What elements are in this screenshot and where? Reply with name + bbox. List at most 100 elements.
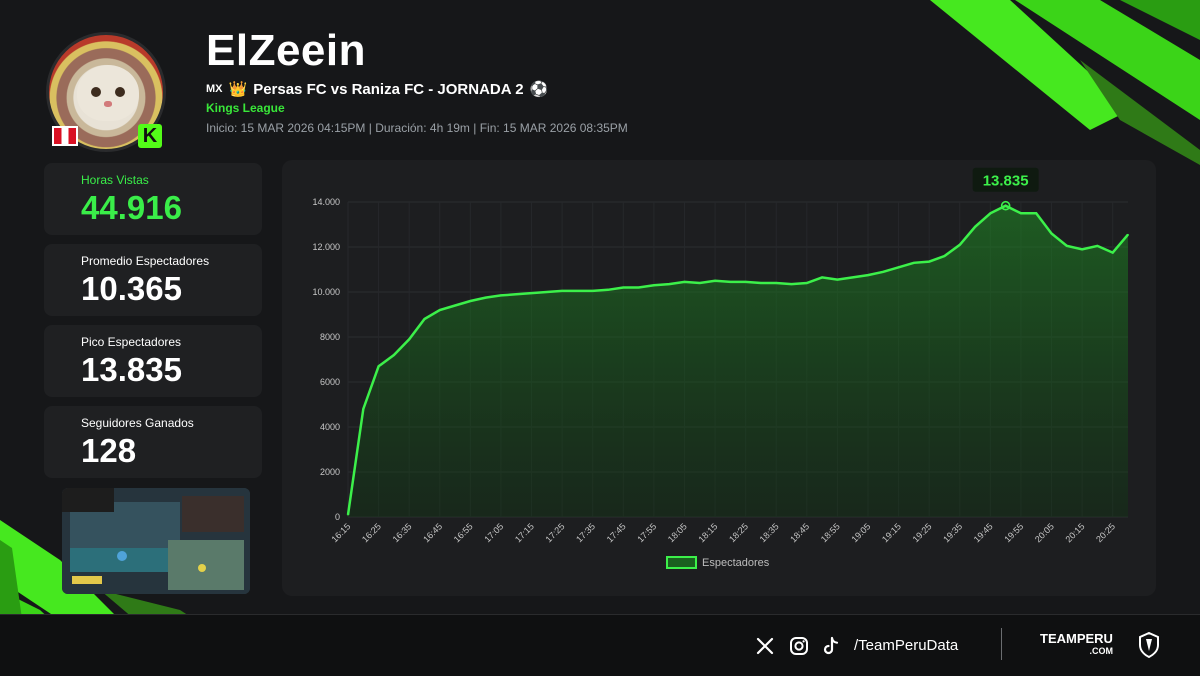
data-point (362, 408, 365, 410)
peak-label: 13.835 (983, 173, 1029, 190)
data-point (1127, 233, 1129, 236)
match-title: MX 👑 Persas FC vs Raniza FC - JORNADA 2 … (206, 80, 548, 99)
x-tick-label: 18:35 (758, 521, 781, 544)
data-point (698, 282, 701, 284)
stat-value: 128 (81, 432, 137, 469)
legend-label: Espectadores (702, 557, 770, 569)
shield-logo-icon (1139, 632, 1159, 658)
data-point (576, 290, 579, 292)
x-tick-label: 17:35 (574, 521, 597, 544)
y-tick-label: 12.000 (312, 242, 340, 252)
x-tick-label: 16:25 (360, 521, 383, 544)
data-point (760, 282, 762, 284)
y-tick-label: 14.000 (312, 197, 340, 207)
kick-logo-icon: K (138, 124, 162, 148)
league-name: Kings League (206, 101, 285, 115)
x-tick-label: 19:35 (941, 521, 964, 544)
data-point (821, 276, 823, 279)
data-point (469, 300, 472, 302)
data-point (806, 282, 808, 284)
stat-card-followers-gained: Seguidores Ganados 128 (44, 406, 262, 478)
x-icon[interactable] (755, 636, 775, 656)
peru-flag-icon (52, 126, 78, 146)
data-point (1096, 245, 1099, 247)
thumbnail-image (62, 488, 250, 594)
data-point (1081, 248, 1083, 251)
social-handle[interactable]: /TeamPeruData (854, 637, 959, 654)
data-point (347, 513, 349, 516)
x-tick-label: 17:45 (605, 521, 628, 544)
brand-logo: TEAMPERU .COM (1040, 632, 1113, 658)
x-tick-label: 19:25 (911, 521, 934, 544)
data-point (668, 283, 670, 285)
data-point (958, 243, 961, 246)
peak-marker (1000, 200, 1011, 211)
footer-divider (1001, 628, 1002, 660)
data-point (989, 212, 992, 215)
x-tick-label: 16:15 (329, 521, 352, 544)
data-point (790, 283, 793, 285)
data-point (393, 354, 395, 356)
y-tick-label: 8000 (320, 332, 340, 342)
stat-label: Promedio Espectadores (81, 254, 210, 268)
x-tick-label: 16:35 (391, 521, 414, 544)
data-point (729, 281, 732, 283)
viewers-line (346, 204, 1129, 515)
data-point (530, 292, 533, 294)
data-point (1050, 232, 1053, 235)
data-point (591, 290, 594, 292)
data-point (637, 286, 640, 289)
data-point (943, 255, 946, 257)
viewers-area (348, 205, 1128, 517)
data-point (974, 225, 976, 228)
x-tick-label: 17:05 (482, 521, 505, 544)
x-tick-label: 19:45 (972, 521, 995, 544)
stat-value: 10.365 (81, 270, 182, 307)
data-point (683, 281, 686, 283)
streamer-name: ElZeein (206, 26, 366, 75)
tiktok-icon[interactable] (821, 636, 841, 656)
brand-name: TEAMPERU (1040, 631, 1113, 646)
data-point (1111, 251, 1114, 254)
data-point (1066, 245, 1068, 247)
y-tick-label: 2000 (320, 467, 340, 477)
data-point (867, 274, 869, 276)
x-tick-label: 18:15 (696, 521, 719, 544)
data-point (851, 276, 854, 279)
data-point (744, 281, 747, 283)
x-tick-label: 17:15 (513, 521, 536, 544)
x-tick-label: 18:55 (819, 521, 842, 544)
crown-icon: 👑 (228, 81, 248, 98)
stat-card-average-viewers: Promedio Espectadores 10.365 (44, 244, 262, 316)
chart-panel: 0 2000 4000 6000 8000 10.000 12.000 14.000 16:1… (282, 160, 1156, 596)
stat-card-hours-watched: Horas Vistas 44.916 (44, 163, 262, 235)
data-point (1035, 212, 1038, 215)
data-point (484, 296, 487, 299)
data-point (500, 294, 502, 297)
y-tick-label: 6000 (320, 377, 340, 387)
country-code: MX (206, 83, 223, 95)
x-tick-label: 20:05 (1033, 521, 1056, 544)
x-tick-label: 18:25 (727, 521, 750, 544)
stat-label: Pico Espectadores (81, 335, 182, 349)
data-point (438, 309, 441, 311)
data-point (561, 290, 563, 292)
data-point (546, 291, 548, 293)
data-point (1004, 204, 1007, 207)
data-point (423, 318, 426, 320)
y-tick-label: 4000 (320, 422, 340, 432)
x-tick-label: 18:05 (666, 521, 689, 544)
legend-swatch (666, 556, 697, 569)
data-point (882, 270, 885, 273)
data-point (454, 304, 456, 307)
stat-value: 44.916 (81, 189, 182, 226)
x-tick-label: 18:45 (788, 521, 811, 544)
data-point (607, 288, 609, 291)
peak-label-box (972, 167, 1039, 192)
y-tick-label: 10.000 (312, 287, 340, 297)
x-tick-label: 17:55 (635, 521, 658, 544)
x-tick-label: 19:05 (849, 521, 872, 544)
data-point (714, 279, 716, 282)
instagram-icon[interactable] (789, 636, 809, 656)
data-point (913, 261, 915, 264)
